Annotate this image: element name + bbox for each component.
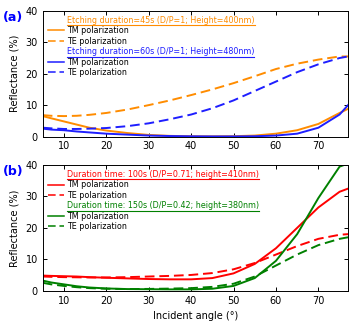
Legend: Duration time: 100s (D/P=0.71; height=410nm), TM polarization, TE polarization, : Duration time: 100s (D/P=0.71; height=41… (45, 168, 261, 234)
Text: (b): (b) (3, 165, 24, 178)
X-axis label: Incident angle (°): Incident angle (°) (153, 311, 238, 321)
Y-axis label: Reflectance (%): Reflectance (%) (10, 189, 20, 267)
Y-axis label: Reflectance (%): Reflectance (%) (10, 35, 20, 113)
Legend: Etching duration=45s (D/P=1; Height=400nm), TM polarization, TE polarization, Et: Etching duration=45s (D/P=1; Height=400n… (45, 13, 257, 79)
Text: (a): (a) (3, 11, 23, 24)
